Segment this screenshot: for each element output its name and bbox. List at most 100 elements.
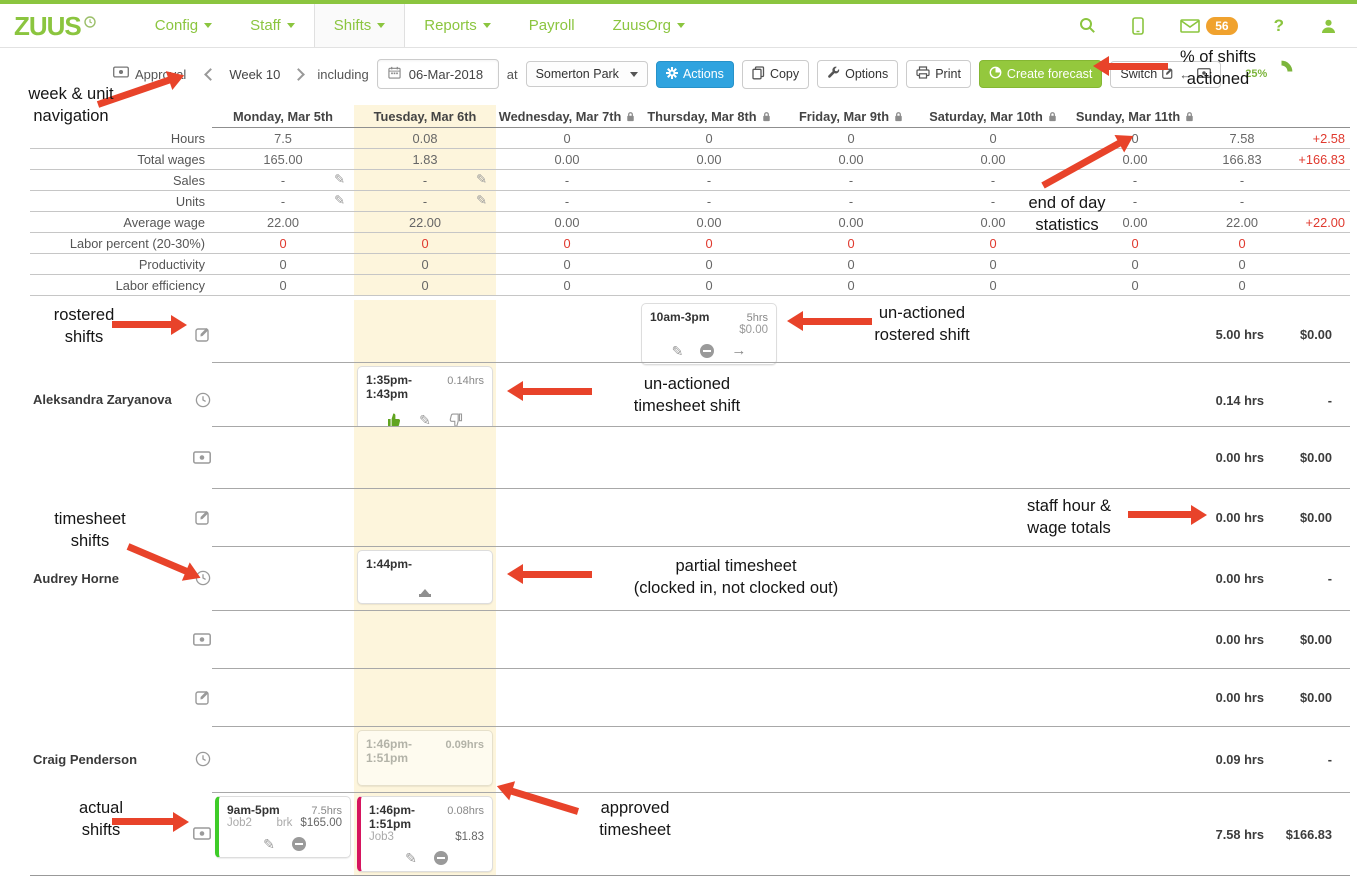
shift-cell[interactable] (922, 726, 1064, 792)
remove-icon[interactable] (700, 344, 715, 358)
shift-cell[interactable] (354, 488, 496, 546)
shift-cell[interactable] (922, 546, 1064, 610)
nav-item-payroll[interactable]: Payroll (528, 17, 575, 34)
shift-card[interactable]: 9am-5pm 7.5hrs Job2 brk $165.00 ✎ (215, 796, 351, 858)
shift-cell[interactable] (212, 546, 354, 610)
nav-item-staff[interactable]: Staff (231, 4, 314, 47)
shift-cell[interactable] (496, 546, 638, 610)
pencil-icon[interactable]: ✎ (419, 412, 431, 428)
prev-week-button[interactable] (204, 67, 218, 81)
shift-cell[interactable] (1064, 488, 1206, 546)
shift-cell[interactable] (638, 546, 780, 610)
pencil-icon[interactable]: ✎ (334, 171, 345, 187)
shift-cell[interactable] (780, 362, 922, 437)
nav-item-reports[interactable]: Reports (405, 4, 510, 47)
shift-cell[interactable] (496, 362, 638, 437)
shift-cell[interactable] (212, 668, 354, 726)
create-forecast-button[interactable]: Create forecast (978, 60, 1103, 88)
shift-cell[interactable] (922, 488, 1064, 546)
shift-cell[interactable] (780, 546, 922, 610)
shift-cell[interactable] (922, 668, 1064, 726)
move-forward-icon[interactable]: → (731, 342, 747, 359)
mobile-icon[interactable] (1132, 16, 1145, 35)
shift-cell[interactable] (922, 426, 1064, 488)
shift-cell[interactable] (638, 488, 780, 546)
copy-button[interactable]: Copy (741, 59, 810, 89)
shift-cell[interactable] (1064, 610, 1206, 668)
user-icon[interactable] (1320, 18, 1337, 34)
next-week-button[interactable] (292, 67, 306, 81)
actions-button[interactable]: Actions (655, 60, 734, 88)
shift-cell[interactable] (922, 362, 1064, 437)
shift-cell[interactable] (1064, 792, 1206, 876)
nav-item-zuusorg[interactable]: ZuusOrg (594, 4, 704, 47)
help-icon[interactable]: ? (1273, 15, 1284, 35)
shift-card[interactable]: 1:46pm-1:51pm 0.08hrs Job3 $1.83 ✎ (357, 796, 493, 872)
shift-cell[interactable]: 1:46pm-1:51pm 0.08hrs Job3 $1.83 ✎ (354, 792, 496, 876)
shift-cell[interactable] (638, 668, 780, 726)
clock-out-icon[interactable] (418, 584, 432, 597)
remove-icon[interactable] (433, 851, 448, 865)
date-input[interactable]: 06-Mar-2018 (376, 59, 499, 89)
shift-cell[interactable] (638, 726, 780, 792)
shift-cell[interactable] (496, 300, 638, 368)
pencil-icon[interactable]: ✎ (476, 171, 487, 187)
shift-cell[interactable] (780, 668, 922, 726)
nav-item-config[interactable]: Config (136, 4, 231, 47)
remove-icon[interactable] (291, 837, 306, 851)
shift-cell[interactable] (212, 300, 354, 368)
shift-cell[interactable] (354, 426, 496, 488)
shift-card[interactable]: 1:44pm- (357, 550, 493, 604)
pencil-icon[interactable]: ✎ (476, 192, 487, 208)
shift-cell[interactable] (638, 426, 780, 488)
shift-cell[interactable]: 1:35pm-1:43pm 0.14hrs ✎ (354, 362, 496, 437)
shift-cell[interactable] (780, 726, 922, 792)
pencil-icon[interactable]: ✎ (263, 836, 275, 852)
thumbs-up-icon[interactable] (387, 413, 402, 427)
shift-cell[interactable] (354, 610, 496, 668)
shift-cell[interactable] (1064, 362, 1206, 437)
shift-cell[interactable] (1064, 668, 1206, 726)
shift-card[interactable]: 1:35pm-1:43pm 0.14hrs ✎ (357, 366, 493, 434)
shift-cell[interactable] (1064, 546, 1206, 610)
shift-cell[interactable]: 10am-3pm 5hrs $0.00 ✎ → (638, 300, 780, 368)
messages-icon[interactable]: 56 (1180, 16, 1238, 35)
shift-cell[interactable] (780, 426, 922, 488)
shift-cell[interactable] (212, 726, 354, 792)
options-button[interactable]: Options (817, 60, 899, 88)
shift-card[interactable]: 1:46pm-1:51pm 0.09hrs (357, 730, 493, 786)
shift-cell[interactable] (780, 610, 922, 668)
shift-cell[interactable]: 1:46pm-1:51pm 0.09hrs (354, 726, 496, 792)
shift-cell[interactable] (922, 610, 1064, 668)
shift-cell[interactable]: 1:44pm- (354, 546, 496, 610)
shift-cell[interactable] (496, 488, 638, 546)
shift-cell[interactable] (638, 362, 780, 437)
shift-cell[interactable] (496, 668, 638, 726)
shift-cell[interactable] (780, 488, 922, 546)
shift-cell[interactable] (1064, 726, 1206, 792)
shift-cell[interactable] (922, 792, 1064, 876)
shift-cell[interactable] (496, 726, 638, 792)
zuus-logo[interactable]: ZUUS (14, 13, 96, 39)
pencil-icon[interactable]: ✎ (671, 343, 684, 359)
shift-cell[interactable] (638, 610, 780, 668)
shift-cell[interactable] (354, 668, 496, 726)
unit-select[interactable]: Somerton Park (525, 61, 648, 87)
shift-cell[interactable]: 9am-5pm 7.5hrs Job2 brk $165.00 ✎ (212, 792, 354, 876)
shift-cell[interactable] (212, 426, 354, 488)
shift-cell[interactable] (354, 300, 496, 368)
pencil-icon[interactable]: ✎ (334, 192, 345, 208)
print-button[interactable]: Print (906, 60, 971, 88)
nav-item-shifts[interactable]: Shifts (313, 4, 406, 47)
shift-cell[interactable] (212, 362, 354, 437)
shift-cell[interactable] (1064, 300, 1206, 368)
shift-cell[interactable] (496, 426, 638, 488)
shift-cell[interactable] (780, 792, 922, 876)
thumbs-down-icon[interactable] (448, 413, 463, 427)
search-icon[interactable] (1079, 17, 1096, 34)
pencil-icon[interactable]: ✎ (405, 850, 417, 866)
shift-cell[interactable] (1064, 426, 1206, 488)
shift-cell[interactable] (212, 610, 354, 668)
shift-card[interactable]: 10am-3pm 5hrs $0.00 ✎ → (641, 303, 777, 365)
shift-cell[interactable] (212, 488, 354, 546)
